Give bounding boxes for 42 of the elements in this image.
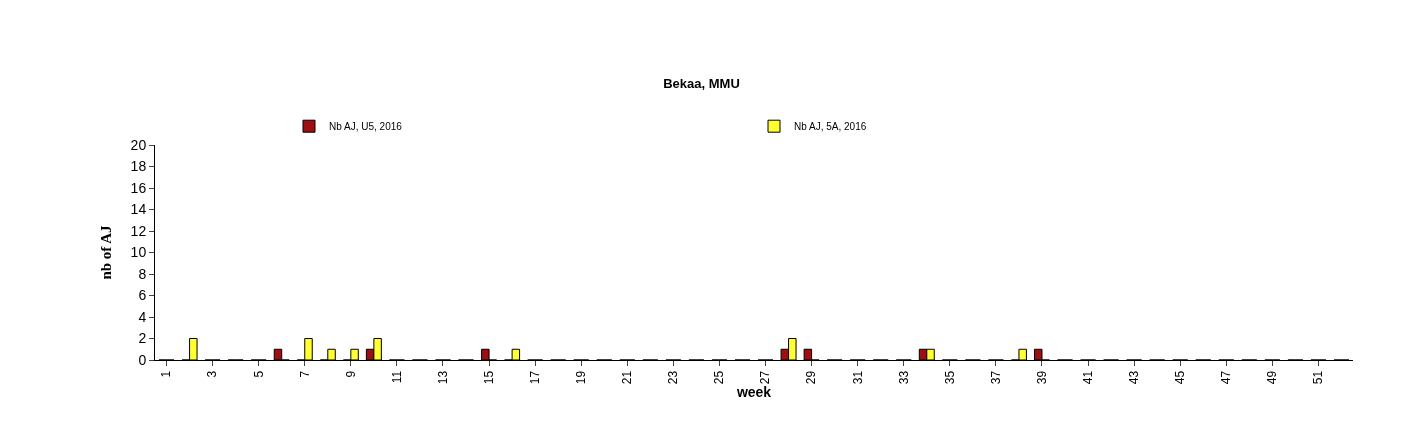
x-tick-label: 25	[712, 370, 727, 385]
y-tick-label: 6	[138, 287, 147, 304]
y-tick-label: 2	[138, 330, 147, 347]
x-axis-title: week	[735, 384, 772, 401]
x-tick-label: 9	[343, 370, 358, 378]
x-tick-label: 1	[159, 370, 174, 378]
y-axis-title: nb of AJ	[97, 224, 114, 280]
x-tick-label: 41	[1080, 370, 1095, 385]
x-tick-label: 29	[804, 370, 819, 385]
x-tick-label: 5	[251, 370, 266, 378]
x-tick-label: 19	[574, 370, 589, 385]
y-tick-label: 10	[130, 244, 147, 261]
x-tick-label: 31	[850, 370, 865, 385]
y-tick-label: 4	[138, 308, 147, 325]
x-tick-label: 37	[988, 370, 1003, 385]
x-tick-label: 35	[942, 370, 957, 385]
x-tick-label: 11	[389, 370, 404, 384]
legend-label: Nb AJ, U5, 2016	[329, 121, 403, 133]
x-tick-label: 17	[528, 370, 543, 385]
x-tick-label: 47	[1219, 370, 1234, 385]
y-tick-label: 0	[138, 351, 147, 368]
x-tick-label: 15	[481, 370, 496, 385]
x-tick-label: 13	[435, 370, 450, 385]
x-tick-label: 27	[758, 370, 773, 385]
y-tick-label: 20	[130, 136, 147, 153]
x-tick-label: 3	[205, 370, 220, 378]
x-tick-label: 39	[1034, 370, 1049, 385]
x-tick-label: 21	[620, 370, 635, 385]
x-tick-label: 51	[1311, 370, 1326, 385]
x-tick-label: 33	[896, 370, 911, 385]
x-tick-label: 23	[666, 370, 681, 385]
legend-label: Nb AJ, 5A, 2016	[794, 121, 867, 133]
y-tick-label: 8	[138, 265, 147, 282]
chart-title: Bekaa, MMU	[663, 76, 740, 92]
y-tick-label: 18	[130, 158, 147, 175]
x-tick-label: 49	[1265, 370, 1280, 385]
x-tick-label: 43	[1127, 370, 1142, 385]
x-tick-label: 7	[297, 370, 312, 378]
y-tick-label: 16	[130, 179, 147, 196]
x-tick-label: 45	[1173, 370, 1188, 385]
y-tick-label: 12	[130, 222, 147, 239]
y-tick-label: 14	[130, 201, 147, 218]
